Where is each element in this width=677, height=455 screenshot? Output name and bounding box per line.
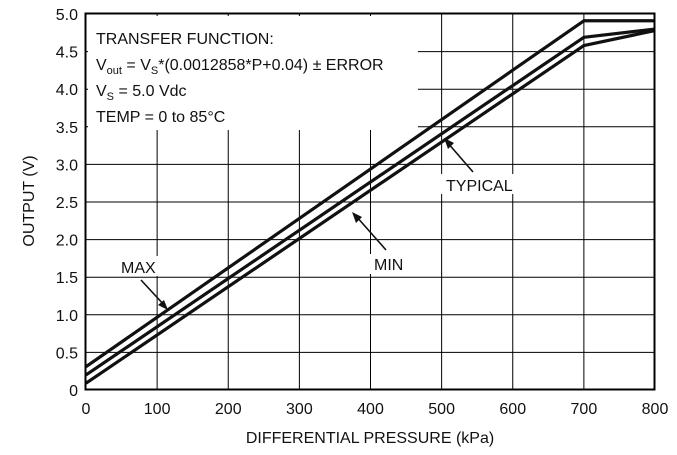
max-arrowhead — [158, 300, 168, 310]
y-tick-label-7: 3.5 — [56, 120, 78, 137]
y-tick-label-3: 1.5 — [56, 270, 78, 287]
typical-label: TYPICAL — [446, 178, 513, 195]
supply-voltage: VS = 5.0 Vdc — [96, 83, 187, 103]
series-lines — [85, 19, 656, 385]
typical-arrow — [446, 141, 474, 173]
series-line-typical — [85, 27, 656, 377]
series-line-max — [85, 19, 655, 369]
min-arrow — [355, 215, 387, 251]
y-tick-label-6: 3.0 — [56, 157, 78, 174]
vout-equals-vs: = V — [122, 57, 151, 74]
typical-label-bg — [441, 174, 523, 194]
max-label: MAX — [121, 260, 156, 277]
min-label: MIN — [374, 257, 403, 274]
min-arrowhead — [352, 212, 362, 223]
x-tick-label-1: 100 — [144, 401, 171, 418]
y-tick-label-5: 2.5 — [56, 195, 78, 212]
vout-subscript: out — [107, 65, 122, 77]
vout-symbol: V — [96, 57, 107, 74]
x-tick-label-2: 200 — [215, 401, 242, 418]
transfer-function-equation: Vout = VS*(0.0012858*P+0.04) ± ERROR — [96, 57, 384, 77]
x-tick-label-5: 500 — [428, 401, 455, 418]
x-tick-label-6: 600 — [499, 401, 526, 418]
supply-voltage-value: = 5.0 Vdc — [114, 83, 187, 100]
vs-subscript-2: S — [107, 91, 114, 103]
temperature-range: TEMP = 0 to 85°C — [96, 109, 225, 126]
x-tick-label-8: 800 — [642, 401, 669, 418]
max-label-bg — [114, 256, 168, 276]
equation-tail: *(0.0012858*P+0.04) ± ERROR — [158, 57, 383, 74]
y-tick-label-8: 4.0 — [56, 82, 78, 99]
y-tick-label-10: 5.0 — [56, 7, 78, 24]
x-tick-label-0: 0 — [82, 401, 91, 418]
transfer-function-heading: TRANSFER FUNCTION: — [96, 31, 274, 48]
min-label-bg — [370, 254, 414, 274]
x-tick-label-3: 300 — [286, 401, 313, 418]
plot-frame — [84, 12, 656, 391]
x-tick-label-4: 400 — [357, 401, 384, 418]
transfer-function-box — [88, 16, 418, 130]
vs-subscript: S — [151, 65, 158, 77]
y-tick-label-2: 1.0 — [56, 308, 78, 325]
max-arrow — [140, 279, 166, 307]
vs-symbol: V — [96, 83, 107, 100]
y-tick-label-9: 4.5 — [56, 45, 78, 62]
y-axis-label: OUTPUT (V) — [21, 155, 38, 246]
y-tick-label-1: 0.5 — [56, 345, 78, 362]
y-tick-label-4: 2.0 — [56, 233, 78, 250]
x-tick-label-7: 700 — [571, 401, 598, 418]
x-axis-label: DIFFERENTIAL PRESSURE (kPa) — [246, 430, 494, 447]
y-axis-ticks: 0 0.5 1.0 1.5 2.0 2.5 3.0 3.5 4.0 4.5 5.0 — [56, 7, 78, 400]
x-axis-ticks: 0 100 200 300 400 500 600 700 800 — [82, 401, 669, 418]
typical-arrowhead — [444, 138, 454, 149]
y-tick-label-0: 0 — [69, 383, 78, 400]
series-line-min — [85, 28, 656, 385]
